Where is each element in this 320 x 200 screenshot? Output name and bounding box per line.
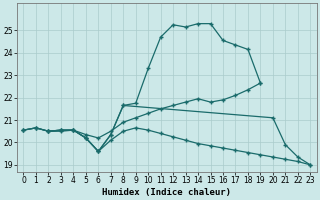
X-axis label: Humidex (Indice chaleur): Humidex (Indice chaleur) [102, 188, 231, 197]
